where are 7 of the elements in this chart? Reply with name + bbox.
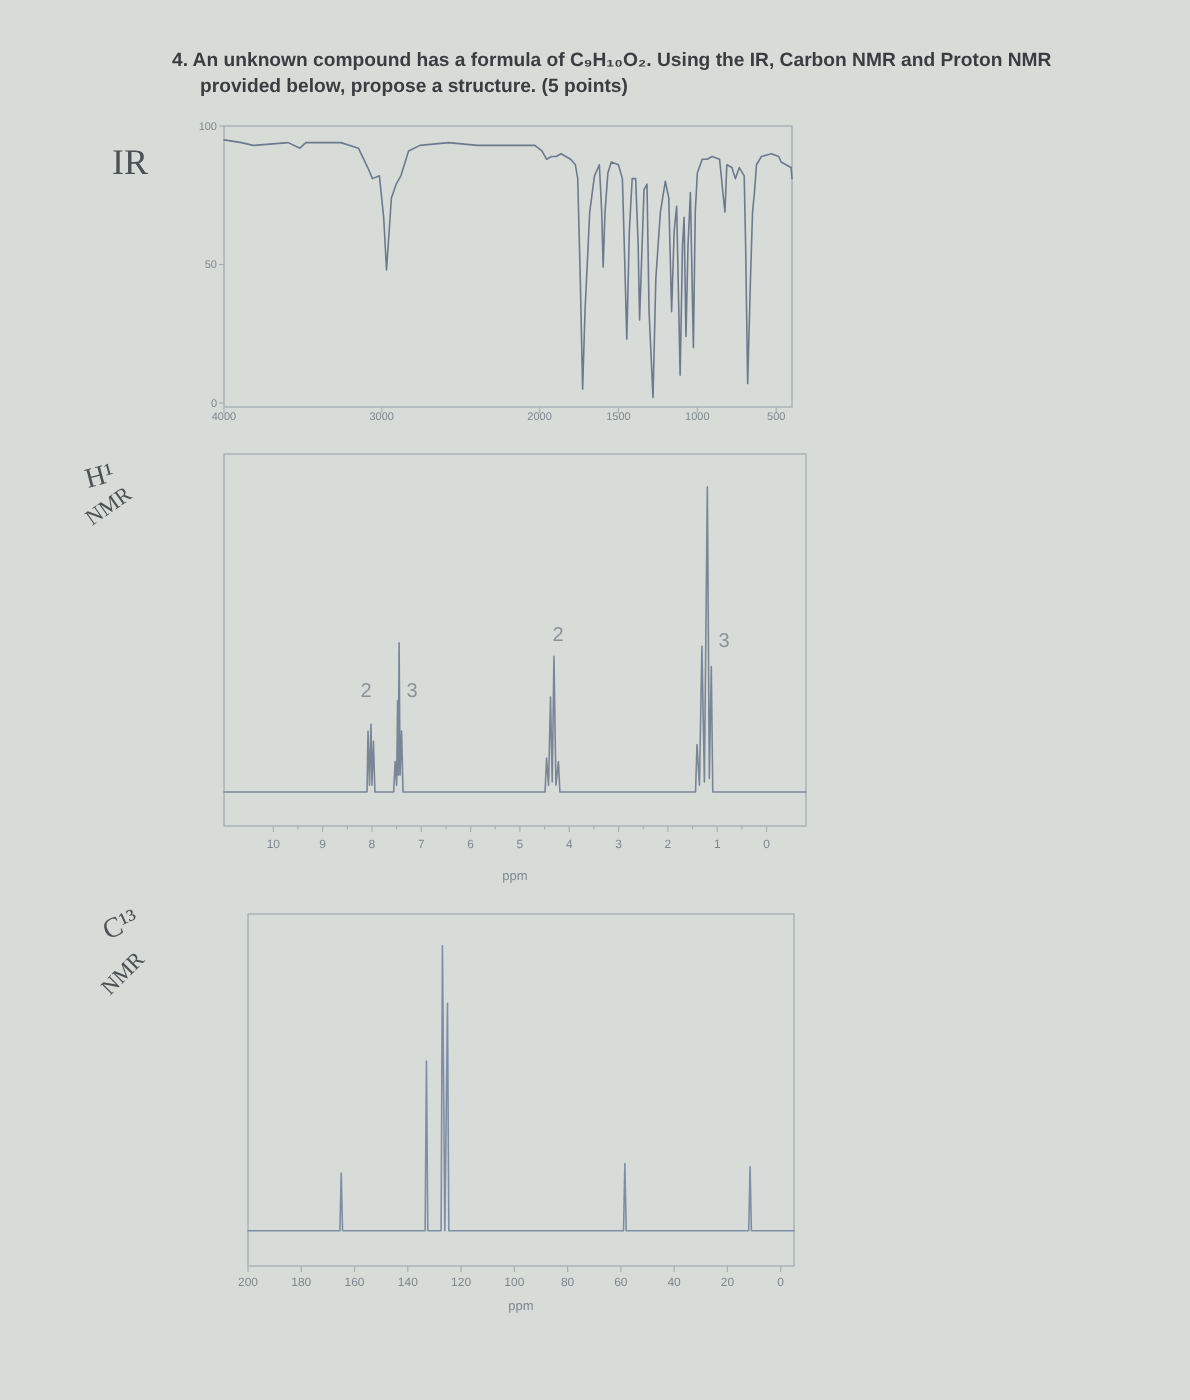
annotation: 2 xyxy=(552,625,565,647)
line-series xyxy=(223,139,793,399)
text: 4. An unknown compound has a formula of C₉H₁₀O₂. Using the IR, Carbon NMR and Proton NMR provided below, propose a structure. (5 points) xyxy=(172,50,1054,102)
annotation: 3 xyxy=(406,681,419,703)
annotation: 2 xyxy=(360,681,373,703)
annotation: 3 xyxy=(718,631,731,653)
chart-title: IR xyxy=(112,142,148,182)
